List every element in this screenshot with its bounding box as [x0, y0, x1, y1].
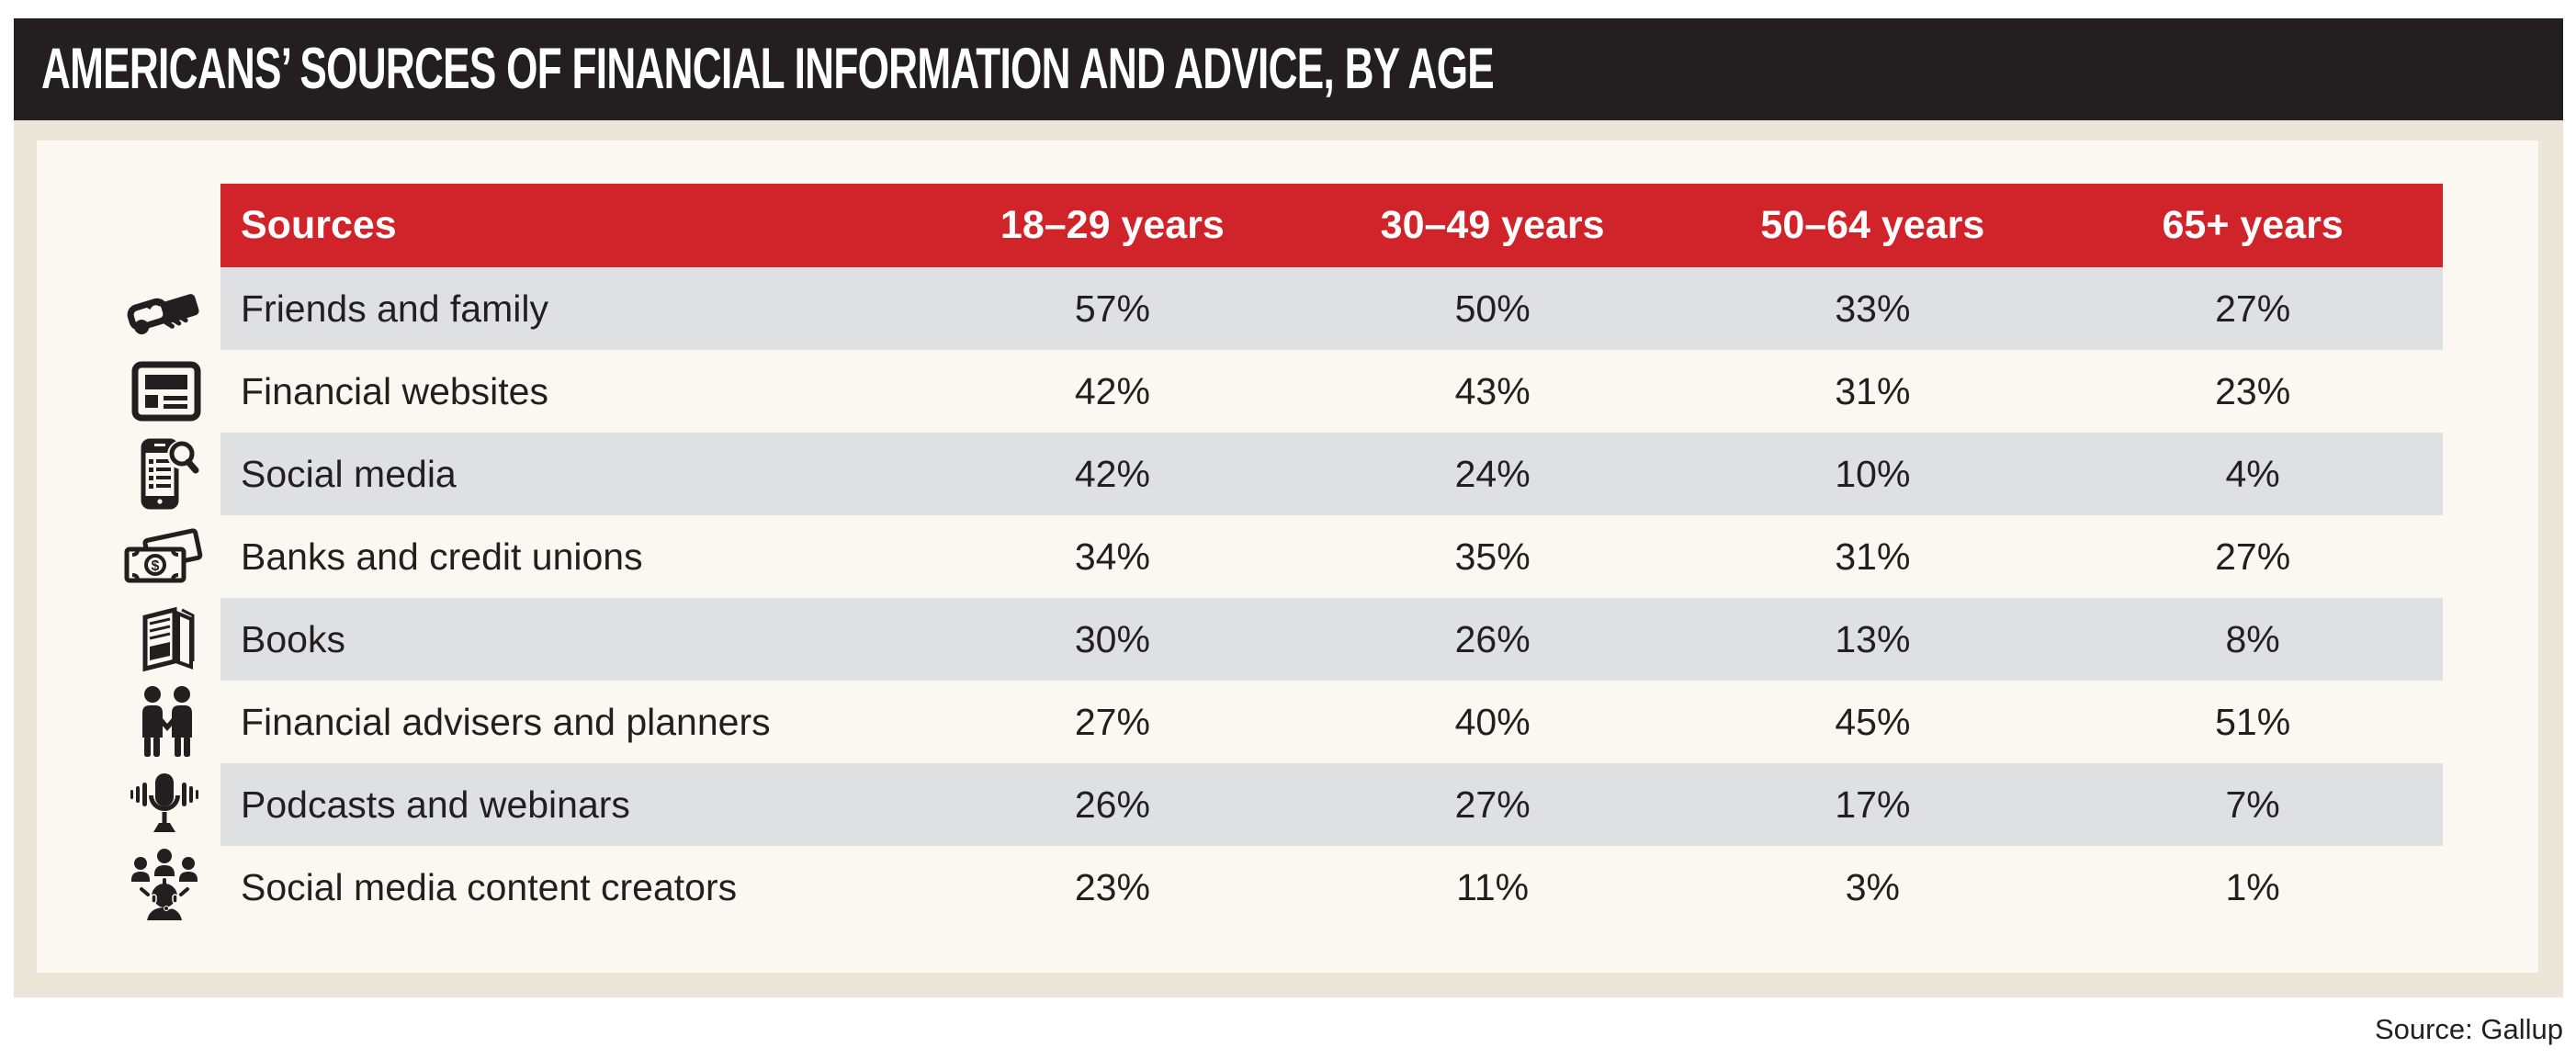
cell-value: 45%: [1835, 700, 1911, 743]
social-media-search-icon: [141, 438, 199, 510]
books-icon: [142, 606, 195, 672]
cell-value: 23%: [2215, 369, 2291, 412]
podcast-mic-icon: [130, 773, 198, 832]
cell-value: 13%: [1835, 617, 1911, 660]
cell-value: 26%: [1454, 617, 1531, 660]
table-header: Sources 18–29 years 30–49 years 50–64 ye…: [220, 184, 2443, 267]
cell-value: 4%: [2225, 452, 2280, 495]
row-label: Financial websites: [241, 369, 548, 412]
advisers-handshake-icon: [142, 686, 192, 757]
cell-value: 7%: [2225, 783, 2280, 826]
cell-value: 33%: [1835, 287, 1911, 330]
cell-value: 27%: [2215, 287, 2291, 330]
cell-value: 11%: [1456, 865, 1530, 908]
cell-value: 35%: [1454, 535, 1531, 578]
cell-value: 27%: [1074, 700, 1150, 743]
cell-value: 34%: [1074, 535, 1150, 578]
dollar-glyph: $: [152, 558, 160, 574]
cell-value: 51%: [2215, 700, 2291, 743]
cell-value: 26%: [1074, 783, 1150, 826]
table-row: $ Banks and credit unions 34% 35% 31% 27…: [37, 515, 2443, 598]
header-icon-gutter: [37, 184, 220, 267]
table-row: Financial advisers and planners 27% 40% …: [37, 681, 2443, 763]
financial-website-icon: [131, 361, 201, 422]
row-label: Banks and credit unions: [241, 535, 643, 578]
cell-value: 42%: [1074, 369, 1150, 412]
table-row: Books 30% 26% 13% 8%: [37, 598, 2443, 681]
table-row: Financial websites 42% 43% 31% 23%: [37, 350, 2443, 433]
cell-value: 27%: [2215, 535, 2291, 578]
row-label: Friends and family: [241, 287, 548, 330]
title-bar: AMERICANS’ SOURCES OF FINANCIAL INFORMAT…: [14, 18, 2563, 120]
cell-value: 3%: [1845, 865, 1900, 908]
table-row: Social media 42% 24% 10% 4%: [37, 433, 2443, 515]
chart-panel-frame: Sources 18–29 years 30–49 years 50–64 ye…: [14, 120, 2563, 997]
cell-value: 24%: [1454, 452, 1531, 495]
data-table: Sources 18–29 years 30–49 years 50–64 ye…: [37, 184, 2443, 929]
cell-value: 1%: [2225, 865, 2280, 908]
cell-value: 17%: [1835, 783, 1911, 826]
column-header-30-49: 30–49 years: [1380, 203, 1605, 247]
banknotes-icon: $: [124, 528, 203, 583]
column-header-sources: Sources: [241, 203, 397, 247]
table-row: Podcasts and webinars 26% 27% 17% 7%: [37, 763, 2443, 846]
cell-value: 10%: [1835, 452, 1911, 495]
row-label: Podcasts and webinars: [241, 783, 630, 826]
source-credit: Source: Gallup: [2374, 1013, 2563, 1045]
row-label: Books: [241, 617, 345, 660]
cell-value: 40%: [1454, 700, 1531, 743]
cell-value: 23%: [1074, 865, 1150, 908]
cell-value: 30%: [1074, 617, 1150, 660]
cell-value: 42%: [1074, 452, 1150, 495]
cell-value: 31%: [1835, 535, 1911, 578]
table-row: Social media content creators 23% 11% 3%…: [37, 846, 2443, 929]
cell-value: 57%: [1074, 287, 1150, 330]
handshake-icon: [127, 294, 199, 335]
cell-value: 50%: [1454, 287, 1531, 330]
cell-value: 31%: [1835, 369, 1911, 412]
cell-value: 8%: [2225, 617, 2280, 660]
table-row: Friends and family 57% 50% 33% 27%: [37, 267, 2443, 350]
table-header-row: Sources 18–29 years 30–49 years 50–64 ye…: [37, 184, 2443, 267]
row-label: Social media content creators: [241, 865, 738, 908]
chart-panel: Sources 18–29 years 30–49 years 50–64 ye…: [37, 141, 2538, 973]
cell-value: 43%: [1454, 369, 1531, 412]
page-title: AMERICANS’ SOURCES OF FINANCIAL INFORMAT…: [41, 37, 1495, 101]
row-label: Financial advisers and planners: [241, 700, 771, 743]
column-header-65plus: 65+ years: [2162, 203, 2344, 247]
content-creators-icon: [131, 849, 198, 920]
column-header-18-29: 18–29 years: [1000, 203, 1225, 247]
row-label: Social media: [241, 452, 457, 495]
column-header-50-64: 50–64 years: [1760, 203, 1985, 247]
cell-value: 27%: [1454, 783, 1531, 826]
